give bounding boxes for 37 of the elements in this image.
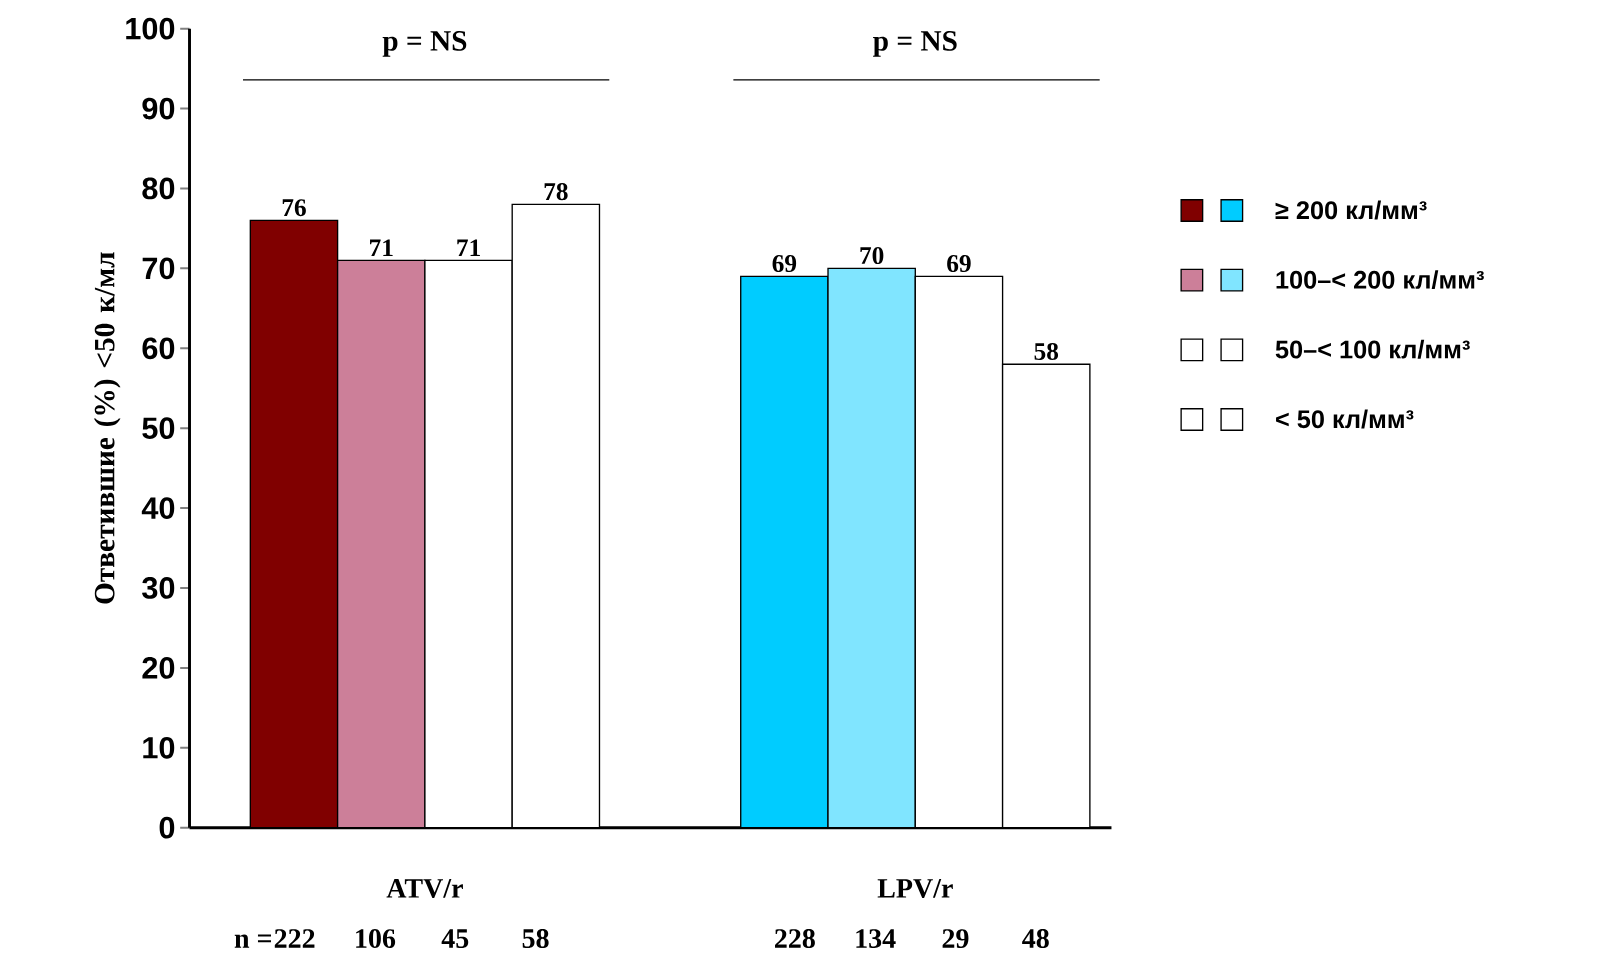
legend-label: 50–< 100 кл/мм³ xyxy=(1275,339,1470,359)
text: n = xyxy=(234,934,271,948)
y-tick-label: 20 xyxy=(142,657,175,679)
annotation: p = NS xyxy=(873,31,957,57)
data-label: 78 xyxy=(544,183,568,201)
data-label: 58 xyxy=(1034,342,1059,360)
data-label: 69 xyxy=(947,255,971,273)
y-tick-label: 0 xyxy=(159,816,175,839)
y-tick-label: 80 xyxy=(142,177,175,200)
y-tick-label: 70 xyxy=(142,257,175,280)
data-label: 71 xyxy=(457,239,480,257)
text: 48 xyxy=(1022,929,1049,948)
text: 228 xyxy=(775,929,815,948)
legend-label: < 50 кл/мм³ xyxy=(1276,409,1414,429)
text: 29 xyxy=(942,929,969,948)
x-tick-label: ATV/r xyxy=(386,879,463,898)
y-axis-title: Ответившие (%) <50 к/мл xyxy=(93,252,121,604)
text: 106 xyxy=(356,929,396,948)
y-tick-label: 50 xyxy=(142,417,175,440)
y-tick-label: 40 xyxy=(141,497,175,519)
y-tick-label: 60 xyxy=(142,337,175,360)
legend-label: 100–< 200 кл/мм³ xyxy=(1276,270,1484,290)
text: 45 xyxy=(441,929,469,948)
y-tick-label: 90 xyxy=(142,97,175,120)
annotation: p = NS xyxy=(382,31,467,57)
y-tick-label: 10 xyxy=(143,736,175,759)
y-tick-label: 100 xyxy=(126,17,175,40)
text: 222 xyxy=(274,929,315,948)
data-label: 70 xyxy=(860,247,884,265)
legend-label: ≥ 200 кл/мм³ xyxy=(1275,200,1427,220)
y-tick-label: 30 xyxy=(142,577,175,599)
data-label: 71 xyxy=(370,239,393,257)
data-label: 76 xyxy=(282,199,306,217)
text: 58 xyxy=(522,929,549,948)
text: 134 xyxy=(856,929,896,948)
x-tick-label: LPV/r xyxy=(877,879,953,898)
data-label: 69 xyxy=(772,255,797,273)
